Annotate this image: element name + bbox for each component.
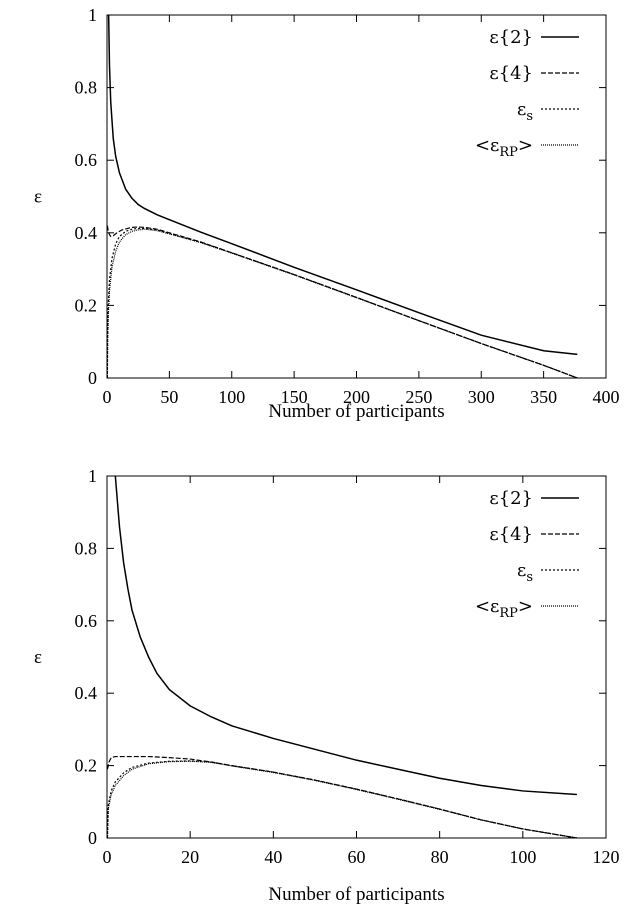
x-tick-label: 100 xyxy=(218,387,245,407)
legend-label-main: <ε xyxy=(475,135,499,156)
legend-label-main: ε{4} xyxy=(489,63,533,84)
series-line-3 xyxy=(107,760,577,838)
y-tick-label: 0 xyxy=(88,368,97,388)
legend-label-main: <ε xyxy=(475,596,499,617)
legend-label-main: ε{4} xyxy=(489,524,533,545)
y-tick-label: 0.6 xyxy=(75,611,98,631)
legend-label-suffix: > xyxy=(518,596,533,617)
y-axis-label: ε xyxy=(34,647,42,668)
x-tick-label: 200 xyxy=(343,387,370,407)
legend-label-suffix: > xyxy=(518,135,533,156)
y-tick-label: 0.6 xyxy=(75,150,98,170)
x-tick-label: 300 xyxy=(468,387,495,407)
series-line-4 xyxy=(107,228,578,378)
legend-label-main: ε{2} xyxy=(489,27,533,48)
series-line-3 xyxy=(107,227,578,378)
legend-label-4: <εRP> xyxy=(475,135,533,160)
y-tick-label: 0.2 xyxy=(75,756,98,776)
y-axis-label: ε xyxy=(34,187,42,208)
y-tick-label: 0.8 xyxy=(75,78,98,98)
chart-panel-1: 0 50 100 150 200 250 300 350 400 0 0.2 0.4 0.6 0.8 1 Nu… xyxy=(34,5,619,422)
legend-label-2: ε{4} xyxy=(489,63,533,84)
y-tick-label: 0.4 xyxy=(75,223,98,243)
x-tick-label: 50 xyxy=(160,387,178,407)
series-line-2 xyxy=(107,225,578,378)
x-tick-label: 0 xyxy=(103,387,112,407)
legend: ε{2} ε{4} εs <εRP> xyxy=(475,27,579,160)
x-tick-label: 100 xyxy=(509,847,536,867)
x-tick-label: 250 xyxy=(405,387,432,407)
x-tick-label: 400 xyxy=(593,387,620,407)
y-tick-label: 1 xyxy=(88,5,97,25)
chart-panel-2: 0 20 40 60 80 100 120 0 0.2 0.4 0.6 0.8 1 Number of p… xyxy=(34,466,619,905)
x-tick-label: 0 xyxy=(103,847,112,867)
y-tick-label: 0.2 xyxy=(75,295,98,315)
legend-label-subscript: RP xyxy=(499,145,518,160)
x-axis-label: Number of participants xyxy=(268,401,444,422)
series-line-1 xyxy=(114,476,577,796)
y-tick-label: 0.4 xyxy=(75,683,98,703)
x-tick-label: 20 xyxy=(181,847,199,867)
legend-label-2: ε{4} xyxy=(489,524,533,545)
x-axis-label: Number of participants xyxy=(268,884,444,905)
legend-label-1: ε{2} xyxy=(489,27,533,48)
legend-label-3: εs xyxy=(517,560,533,585)
legend-label-main: ε xyxy=(517,99,526,120)
y-tick-label: 1 xyxy=(88,466,97,486)
legend-label-subscript: RP xyxy=(499,606,518,621)
series-line-4 xyxy=(107,760,577,838)
series-line-1 xyxy=(107,15,578,356)
legend-label-subscript: s xyxy=(526,109,533,124)
x-tick-label: 80 xyxy=(431,847,449,867)
x-tick-label: 40 xyxy=(264,847,282,867)
x-tick-label: 120 xyxy=(593,847,620,867)
legend-label-3: εs xyxy=(517,99,533,124)
legend-label-subscript: s xyxy=(526,570,533,585)
y-tick-label: 0.8 xyxy=(75,538,98,558)
x-tick-label: 150 xyxy=(281,387,308,407)
legend-label-1: ε{2} xyxy=(489,488,533,509)
x-tick-label: 60 xyxy=(348,847,366,867)
x-tick-label: 350 xyxy=(530,387,557,407)
legend-label-main: ε xyxy=(517,560,526,581)
legend-label-4: <εRP> xyxy=(475,596,533,621)
y-tick-label: 0 xyxy=(88,828,97,848)
legend-label-main: ε{2} xyxy=(489,488,533,509)
legend: ε{2} ε{4} εs <εRP> xyxy=(475,488,579,621)
